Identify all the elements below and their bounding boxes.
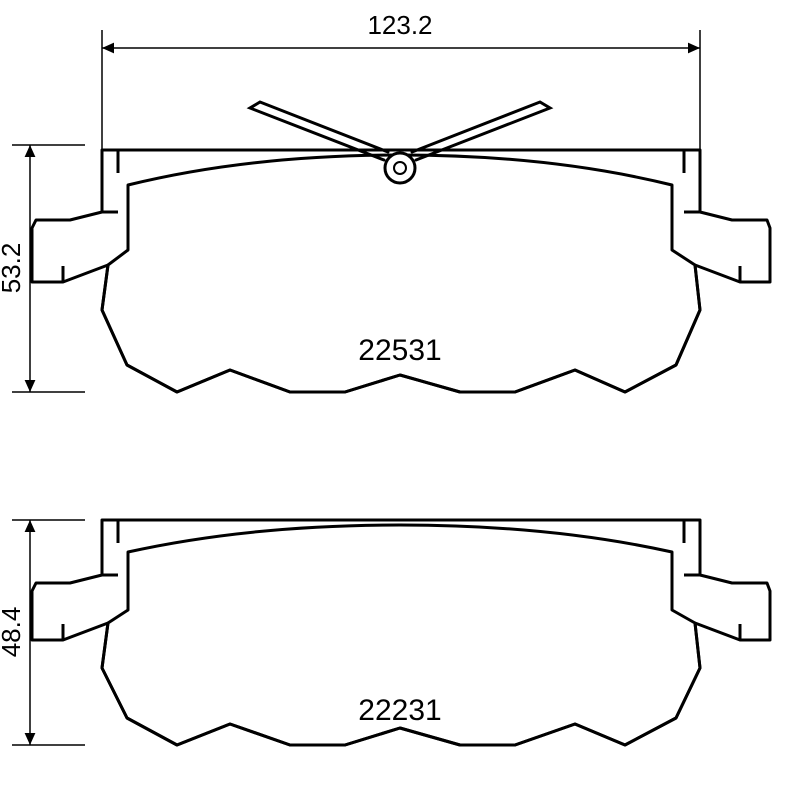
part-number-bottom: 22231	[358, 694, 441, 727]
part-number-top: 22531	[358, 334, 441, 367]
drawing-canvas: 123.2 53.2 22531 48.4 22231	[0, 0, 796, 800]
height-dimension-value: 48.4	[0, 607, 26, 658]
clip-ring	[385, 153, 415, 183]
height-dimension-value: 53.2	[0, 243, 26, 294]
width-dimension-value: 123.2	[367, 10, 432, 40]
brake-pad-bottom: 22231	[32, 520, 770, 745]
brake-pad-top: 22531	[32, 102, 770, 392]
technical-drawing: 123.2 53.2 22531 48.4 22231	[0, 0, 796, 800]
